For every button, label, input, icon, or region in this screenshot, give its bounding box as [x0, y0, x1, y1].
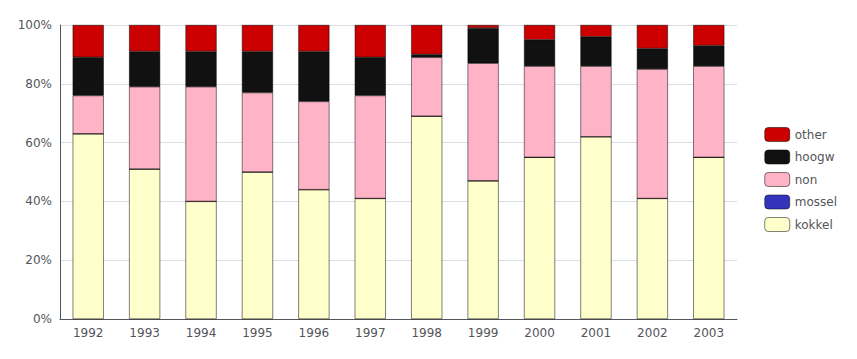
svg-text:mossel: mossel [795, 195, 837, 209]
svg-text:1996: 1996 [299, 326, 330, 340]
svg-text:1992: 1992 [73, 326, 104, 340]
svg-text:100%: 100% [18, 18, 52, 32]
svg-text:1997: 1997 [355, 326, 386, 340]
svg-text:other: other [795, 128, 827, 142]
svg-text:1995: 1995 [242, 326, 273, 340]
svg-text:60%: 60% [25, 136, 52, 150]
svg-text:2001: 2001 [581, 326, 612, 340]
svg-text:kokkel: kokkel [795, 218, 833, 232]
svg-text:20%: 20% [25, 253, 52, 267]
svg-text:1999: 1999 [468, 326, 499, 340]
svg-text:1994: 1994 [186, 326, 217, 340]
svg-text:0%: 0% [33, 312, 52, 326]
svg-text:2002: 2002 [637, 326, 668, 340]
svg-text:40%: 40% [25, 194, 52, 208]
svg-text:hoogw: hoogw [795, 150, 835, 164]
svg-text:80%: 80% [25, 77, 52, 91]
svg-text:non: non [795, 173, 818, 187]
svg-text:2003: 2003 [694, 326, 725, 340]
svg-text:1993: 1993 [129, 326, 160, 340]
svg-text:2000: 2000 [524, 326, 555, 340]
svg-text:1998: 1998 [411, 326, 442, 340]
